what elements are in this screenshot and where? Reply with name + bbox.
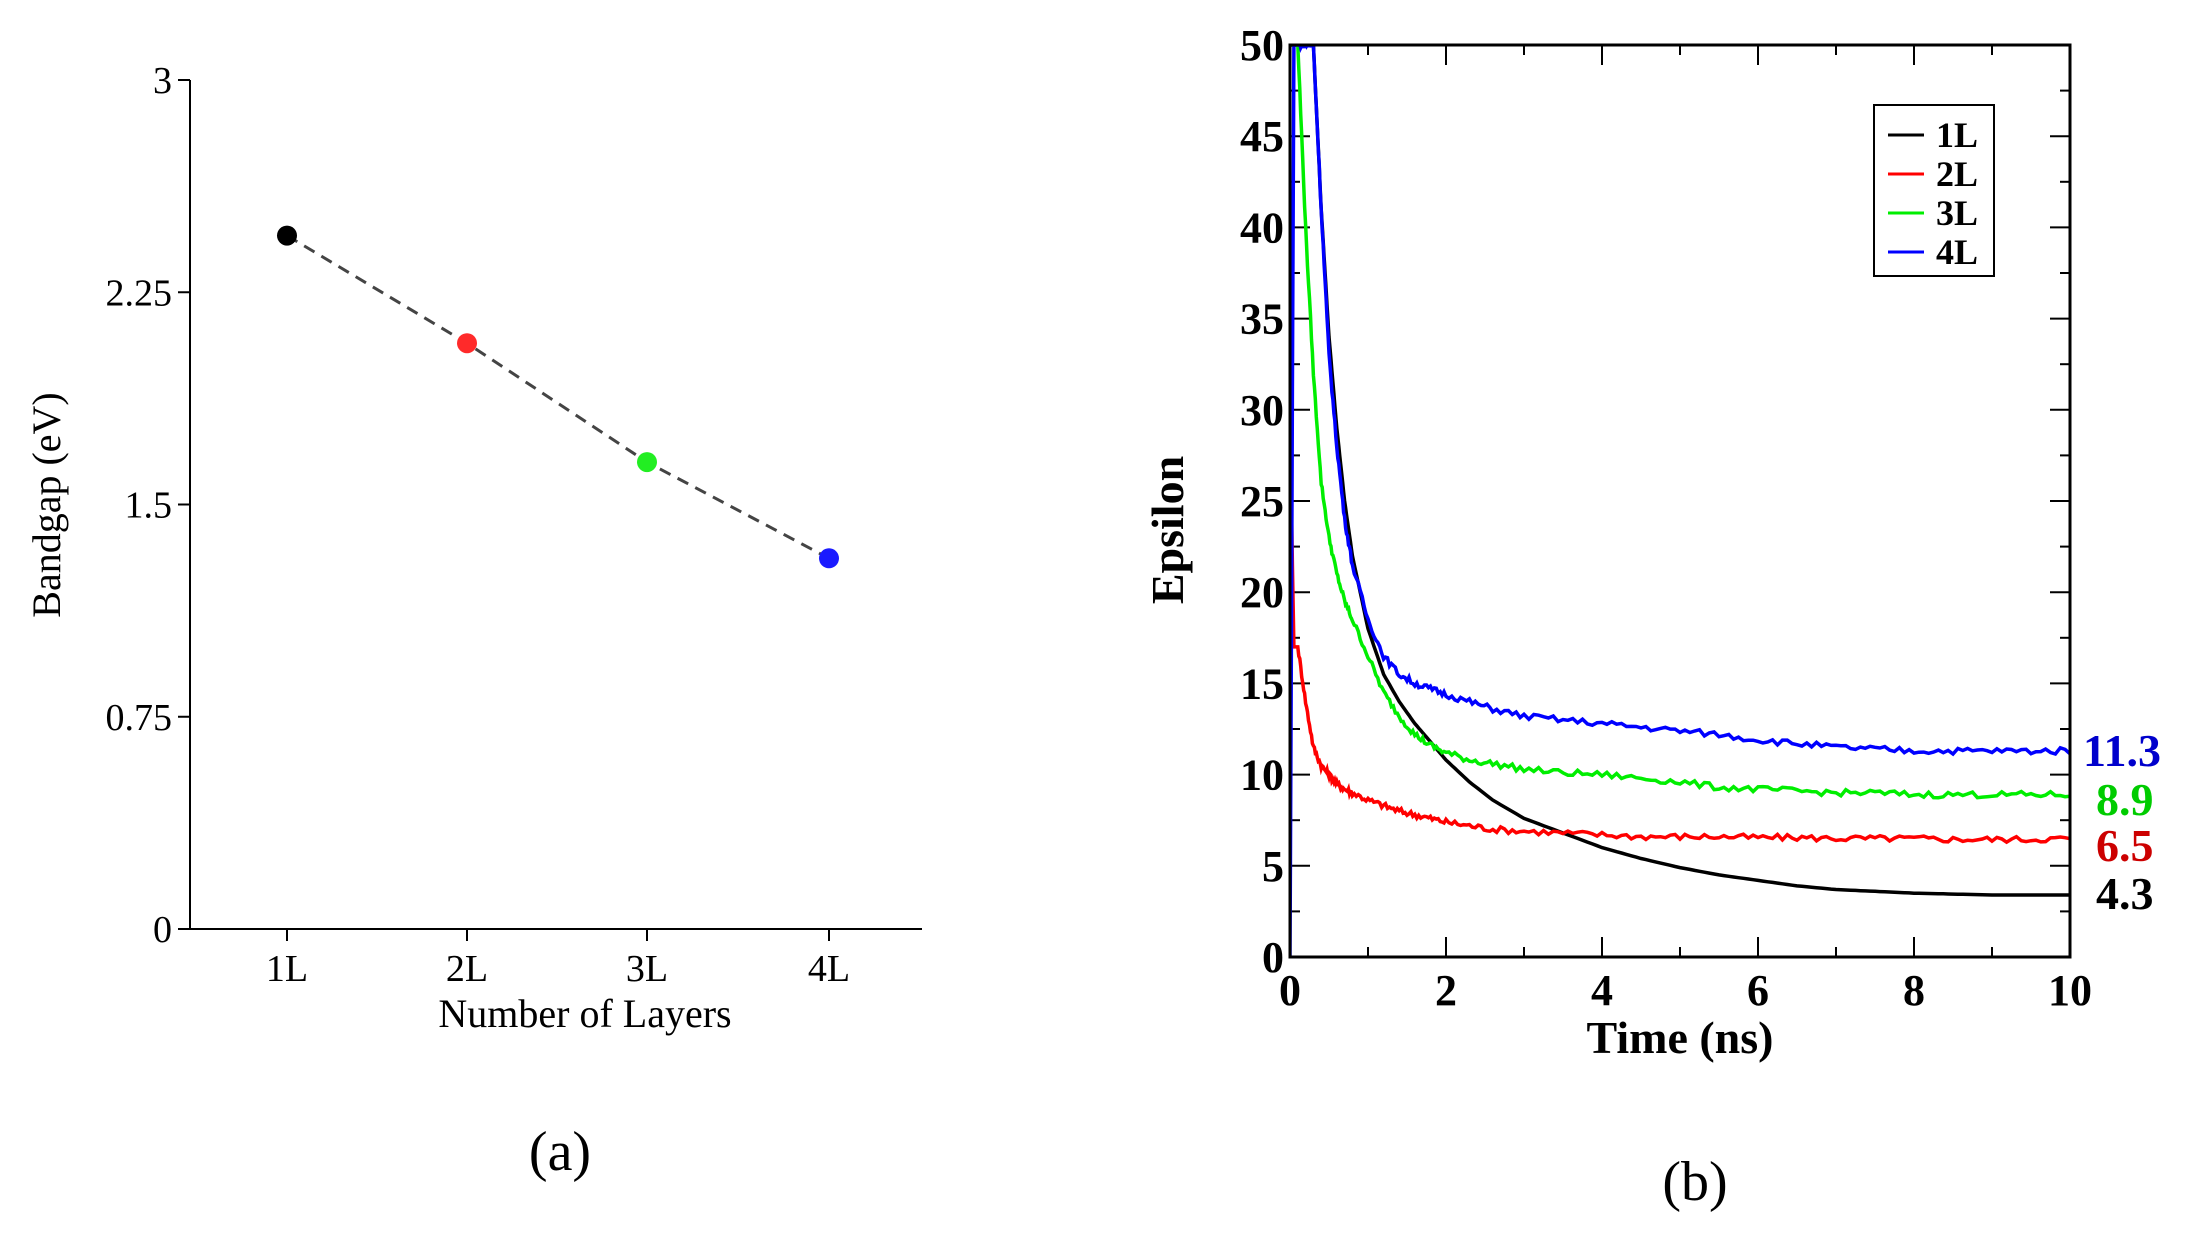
- b-series-lines: [1290, 45, 2070, 957]
- a-ytick-label: 1.5: [125, 485, 173, 527]
- b-plot-frame: [1288, 43, 2072, 959]
- a-points: [277, 225, 839, 569]
- b-series-line-3L: [1290, 45, 2070, 800]
- b-x-axis-label: Time (ns): [1587, 1012, 1774, 1063]
- b-xtick-label: 6: [1747, 966, 1769, 1015]
- b-ytick-label: 45: [1240, 112, 1284, 161]
- a-point-2L: [457, 333, 477, 354]
- a-x-axis-label: Number of Layers: [438, 991, 731, 1036]
- b-xtick-label: 4: [1591, 966, 1613, 1015]
- panel-b-caption: (b): [1662, 1151, 1727, 1213]
- a-xtick-label: 1L: [266, 948, 308, 990]
- a-xtick-label: 3L: [626, 948, 668, 990]
- b-series-line-2L: [1290, 427, 2070, 845]
- a-ytick-label: 0: [153, 909, 172, 951]
- a-ytick-label: 3: [153, 60, 172, 102]
- b-ytick-label: 50: [1240, 21, 1284, 70]
- b-ytick-label: 10: [1240, 751, 1284, 800]
- a-point-3L: [637, 452, 657, 473]
- b-ytick-label: 40: [1240, 203, 1284, 252]
- a-ytick-label: 0.75: [106, 697, 173, 739]
- b-ytick-label: 30: [1240, 386, 1284, 435]
- b-legend: 1L 2L 3L 4L: [1873, 104, 1995, 277]
- b-series-line-4L: [1290, 45, 2070, 957]
- a-point-1L: [277, 225, 297, 246]
- b-final-values: 11.3 8.9 6.5 4.3: [2083, 725, 2161, 919]
- bandgap-chart: 00.751.52.253 1L 2L 3L 4L Number of Layers …: [24, 60, 922, 1183]
- a-xtick-label: 4L: [808, 948, 850, 990]
- b-legend-label-1L: 1L: [1936, 115, 1978, 155]
- a-xtick-label: 2L: [446, 948, 488, 990]
- final-value-1L: 4.3: [2096, 868, 2154, 919]
- final-value-2L: 6.5: [2096, 820, 2154, 871]
- epsilon-chart: 0 2 4 6 8 10 0 5 10 15 20 25 30 35 40 45 50 Time (ns) Ep…: [1142, 21, 2161, 1213]
- b-xtick-label: 8: [1903, 966, 1925, 1015]
- b-ytick-label: 35: [1240, 295, 1284, 344]
- b-xtick-label: 2: [1435, 966, 1457, 1015]
- b-ytick-label: 20: [1240, 568, 1284, 617]
- b-xtick-label: 0: [1279, 966, 1301, 1015]
- b-xtick-label: 10: [2048, 966, 2092, 1015]
- b-legend-label-3L: 3L: [1936, 193, 1978, 233]
- b-y-axis-label: Epsilon: [1142, 456, 1193, 604]
- b-ytick-label: 25: [1240, 477, 1284, 526]
- b-legend-label-2L: 2L: [1936, 154, 1978, 194]
- a-trend-line: [286, 234, 830, 560]
- panel-a-caption: (a): [529, 1121, 591, 1183]
- a-ytick-label: 2.25: [106, 272, 173, 314]
- b-legend-label-4L: 4L: [1936, 232, 1978, 272]
- b-ytick-label: 0: [1262, 933, 1284, 982]
- a-y-axis-ticks: 0 0.75 1.5 2.25 3: [106, 60, 190, 951]
- b-ytick-label: 5: [1262, 842, 1284, 891]
- b-ytick-label: 15: [1240, 659, 1284, 708]
- final-value-4L: 11.3: [2083, 725, 2161, 776]
- a-point-4L: [819, 548, 839, 569]
- a-x-axis-ticks: 1L 2L 3L 4L: [266, 929, 850, 990]
- b-tick-labels: 0 2 4 6 8 10 0 5 10 15 20 25 30 35 40 45 50: [1240, 21, 2092, 1015]
- final-value-3L: 8.9: [2096, 774, 2154, 825]
- a-y-axis-label: Bandgap (eV): [24, 392, 69, 617]
